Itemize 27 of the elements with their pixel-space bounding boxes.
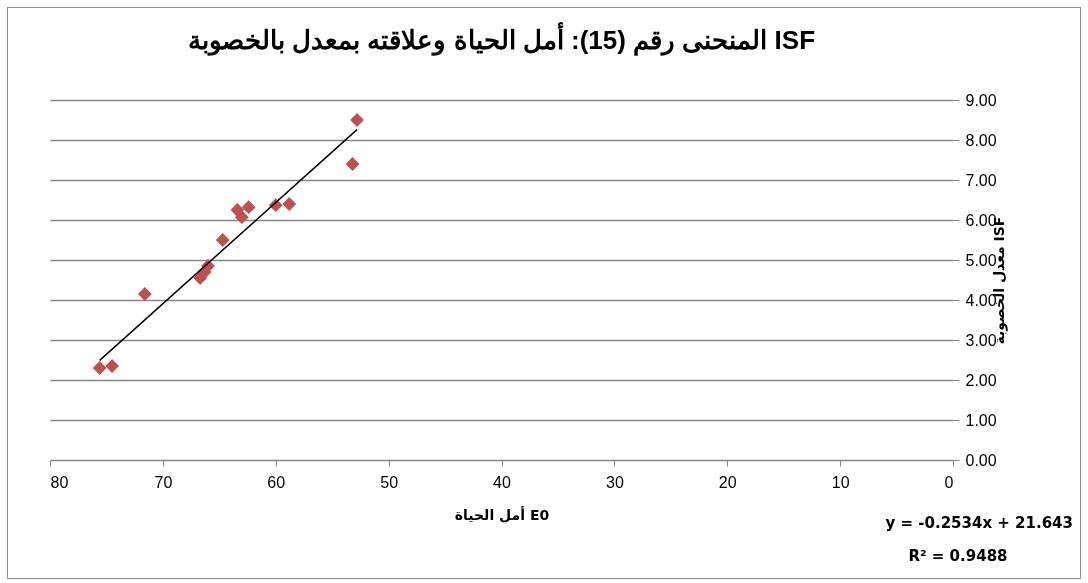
text: R² = 0.9488 xyxy=(908,547,1008,565)
x-tick-label: 0 xyxy=(944,473,954,491)
point xyxy=(235,210,249,225)
point xyxy=(137,287,152,301)
x-tick-label: 40 xyxy=(493,473,511,491)
point xyxy=(241,200,256,215)
y-tick-label: 0.00 xyxy=(965,451,997,469)
y-tick-label: 8.00 xyxy=(965,131,997,149)
x-tick-label: 70 xyxy=(154,473,173,491)
point xyxy=(230,203,245,217)
point xyxy=(282,197,297,211)
y-tick-label: 7.00 xyxy=(965,171,997,189)
y-tick-label: 9.00 xyxy=(965,91,997,109)
x-tick-label: 10 xyxy=(831,473,850,491)
x-tick-label: 50 xyxy=(380,473,399,491)
y-tick-label: 1.00 xyxy=(965,411,997,429)
y-tick-label: 2.00 xyxy=(965,371,997,389)
x-tick-label: 80 xyxy=(50,473,69,491)
x-tick-label: 20 xyxy=(718,473,737,491)
x-axis-title: أمل الحياة E0 xyxy=(454,505,550,523)
point xyxy=(92,361,107,375)
point xyxy=(345,157,360,171)
point xyxy=(215,233,230,247)
text: y = -0.2534x + 21.643 xyxy=(885,514,1073,532)
x-tick-label: 60 xyxy=(267,473,286,491)
chart-title: المنحنى رقم (15): أمل الحياة وعلاقته بمعدل بالخصوبة ISF xyxy=(187,22,816,56)
x-tick-label: 30 xyxy=(605,473,624,491)
